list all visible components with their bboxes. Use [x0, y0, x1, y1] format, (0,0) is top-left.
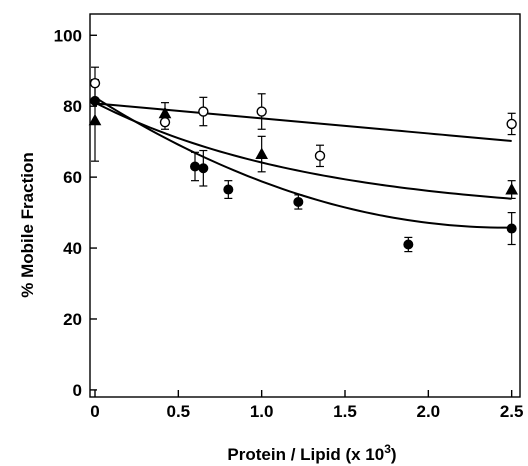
data-point-filled-circle	[506, 223, 517, 234]
fit-curve-filled-circle	[94, 96, 512, 229]
y-tick-label: 20	[63, 310, 82, 329]
data-point-filled-triangle	[505, 183, 519, 195]
x-tick-label: 0.5	[167, 402, 191, 421]
data-point-open-circle	[314, 150, 326, 162]
data-markers	[88, 77, 519, 250]
x-tick-label: 2.0	[417, 402, 441, 421]
data-point-filled-triangle	[158, 106, 172, 119]
data-point-open-circle	[256, 106, 267, 117]
data-point-filled-circle	[90, 95, 100, 106]
x-axis-label-main: Protein / Lipid (x 10	[227, 445, 384, 464]
error-bars	[91, 66, 516, 253]
x-axis-label: Protein / Lipid (x 103)	[227, 442, 396, 464]
data-point-filled-circle	[223, 184, 234, 195]
plot-border	[89, 13, 521, 398]
fit-curves	[94, 96, 512, 229]
data-point-open-circle	[89, 77, 101, 89]
y-tick-label: 80	[63, 97, 82, 116]
x-tick-label: 2.5	[500, 402, 524, 421]
x-axis-ticks: 0 0.5 1.0 1.5 2.0 2.5	[90, 390, 523, 421]
y-axis-label: % Mobile Fraction	[18, 152, 37, 297]
y-tick-label: 40	[63, 239, 82, 258]
x-tick-label: 1.0	[250, 402, 274, 421]
x-axis-label-exponent: 3	[384, 442, 391, 456]
x-tick-label: 0	[90, 402, 99, 421]
data-point-open-circle	[506, 118, 517, 130]
fit-curve-filled-triangle	[94, 101, 512, 200]
data-point-open-circle	[159, 116, 171, 128]
data-point-filled-triangle	[255, 147, 269, 159]
plot-frame	[89, 13, 521, 398]
fit-curve-open-circle	[94, 102, 512, 142]
y-axis-ticks: 0 20 40 60 80 100	[54, 26, 97, 400]
x-axis-label-end: )	[391, 445, 397, 464]
data-point-filled-circle	[293, 196, 304, 207]
y-tick-label: 0	[73, 381, 82, 400]
y-tick-label: 60	[63, 168, 82, 187]
y-tick-label: 100	[54, 26, 82, 45]
data-point-filled-circle	[403, 239, 414, 250]
data-point-filled-circle	[198, 163, 209, 174]
data-point-filled-circle	[190, 161, 200, 172]
data-point-filled-triangle	[88, 113, 102, 126]
data-point-open-circle	[198, 106, 209, 117]
x-tick-label: 1.5	[333, 402, 357, 421]
